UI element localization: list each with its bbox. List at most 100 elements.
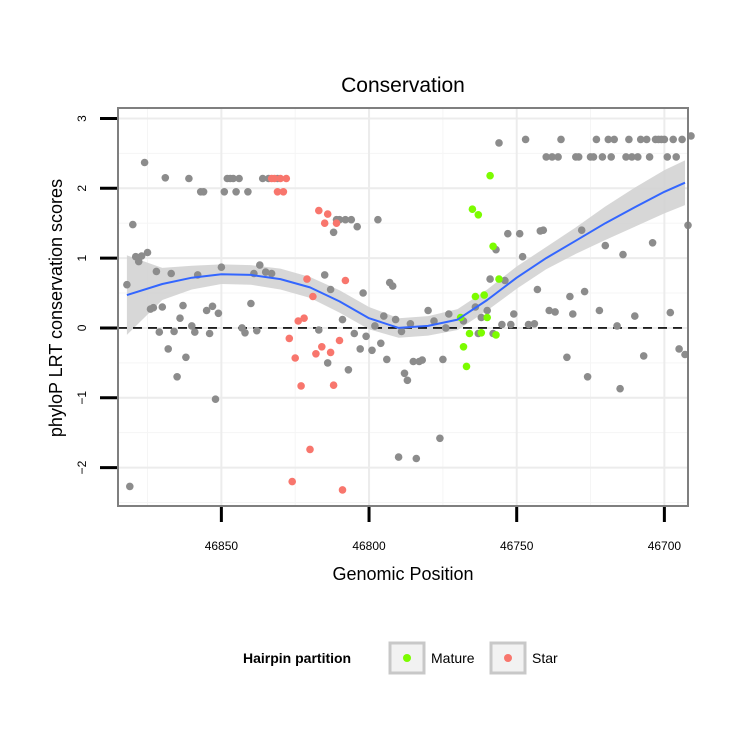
point-other [645,153,654,161]
point-other [391,315,400,324]
point-other [220,188,229,196]
point-mature [459,343,468,351]
point-star [335,336,344,345]
point-other [542,153,550,161]
point-other [625,135,633,144]
point-star [318,343,326,351]
confidence-band-layer [126,160,685,338]
point-mature [474,211,483,219]
y-tick-label: −2 [75,460,89,474]
point-star [329,381,338,390]
point-other [660,135,669,144]
point-other [501,276,509,285]
point-other [377,339,385,348]
point-other [140,158,149,167]
point-other [350,329,359,338]
point-star [270,174,279,183]
point-other [229,174,237,183]
point-other [338,315,347,324]
point-star [285,334,294,343]
point-other [672,153,680,161]
point-other [577,226,586,234]
point-other [530,320,539,328]
point-mature [489,242,497,251]
point-other [341,215,350,224]
point-other [185,174,193,183]
point-other [161,174,170,182]
point-star [279,188,288,196]
point-other [566,292,574,301]
point-other [255,261,264,269]
point-other [179,301,187,310]
point-star [291,354,300,362]
point-other [320,271,329,279]
point-other [613,322,621,330]
point-star [288,477,297,486]
point-other [167,269,175,278]
point-other [557,135,565,144]
point-other [235,174,243,183]
point-other [598,153,607,161]
point-other [362,332,370,341]
point-other [524,320,533,329]
point-other [589,153,598,161]
point-star [273,188,282,196]
point-other [164,345,172,353]
point-other [359,289,367,297]
x-axis: 46850 46800 46750 46700 [205,507,682,553]
point-other [188,322,196,330]
y-axis-label: phyloP LRT conservation scores [46,179,66,437]
point-other [515,229,524,238]
y-tick-label: 0 [75,324,89,331]
point-other [675,345,683,353]
point-other [214,309,223,318]
point-other [353,222,362,231]
point-other [477,313,486,322]
point-other [418,356,427,364]
y-tick-label: 2 [75,185,89,192]
point-other [663,153,672,161]
point-other [202,306,211,315]
point-other [619,250,627,259]
point-other [666,308,675,317]
point-other [678,135,686,144]
point-other [592,135,601,144]
point-other [152,267,161,276]
point-other [409,357,418,366]
point-other [604,135,613,144]
point-star [323,210,332,218]
point-other [569,310,577,318]
point-other [397,327,406,336]
point-other [371,322,379,330]
point-other [430,317,438,325]
point-mature [486,171,494,180]
point-other [551,308,559,316]
point-other [123,280,131,289]
point-other [267,269,276,278]
loess-smooth-line [126,181,686,329]
point-other [368,346,376,355]
point-star [300,314,308,323]
x-tick-label: 46700 [648,539,682,553]
point-other [483,306,492,315]
x-tick-label: 46750 [500,539,534,553]
point-other [170,327,178,336]
point-other [607,153,615,161]
point-other [563,353,571,362]
point-other [383,355,391,364]
point-other [261,268,270,276]
point-other [182,353,190,362]
point-other [374,215,382,224]
point-other [406,320,415,328]
point-other [412,454,421,463]
legend-title: Hairpin partition [243,650,351,666]
point-star [303,275,311,283]
point-other [247,299,255,308]
point-other [347,215,356,224]
point-other [616,384,624,393]
point-star [320,219,329,227]
point-other [129,220,137,229]
legend: Hairpin partition Mature Star [243,641,558,675]
point-mature [468,205,477,213]
point-other [424,306,432,315]
